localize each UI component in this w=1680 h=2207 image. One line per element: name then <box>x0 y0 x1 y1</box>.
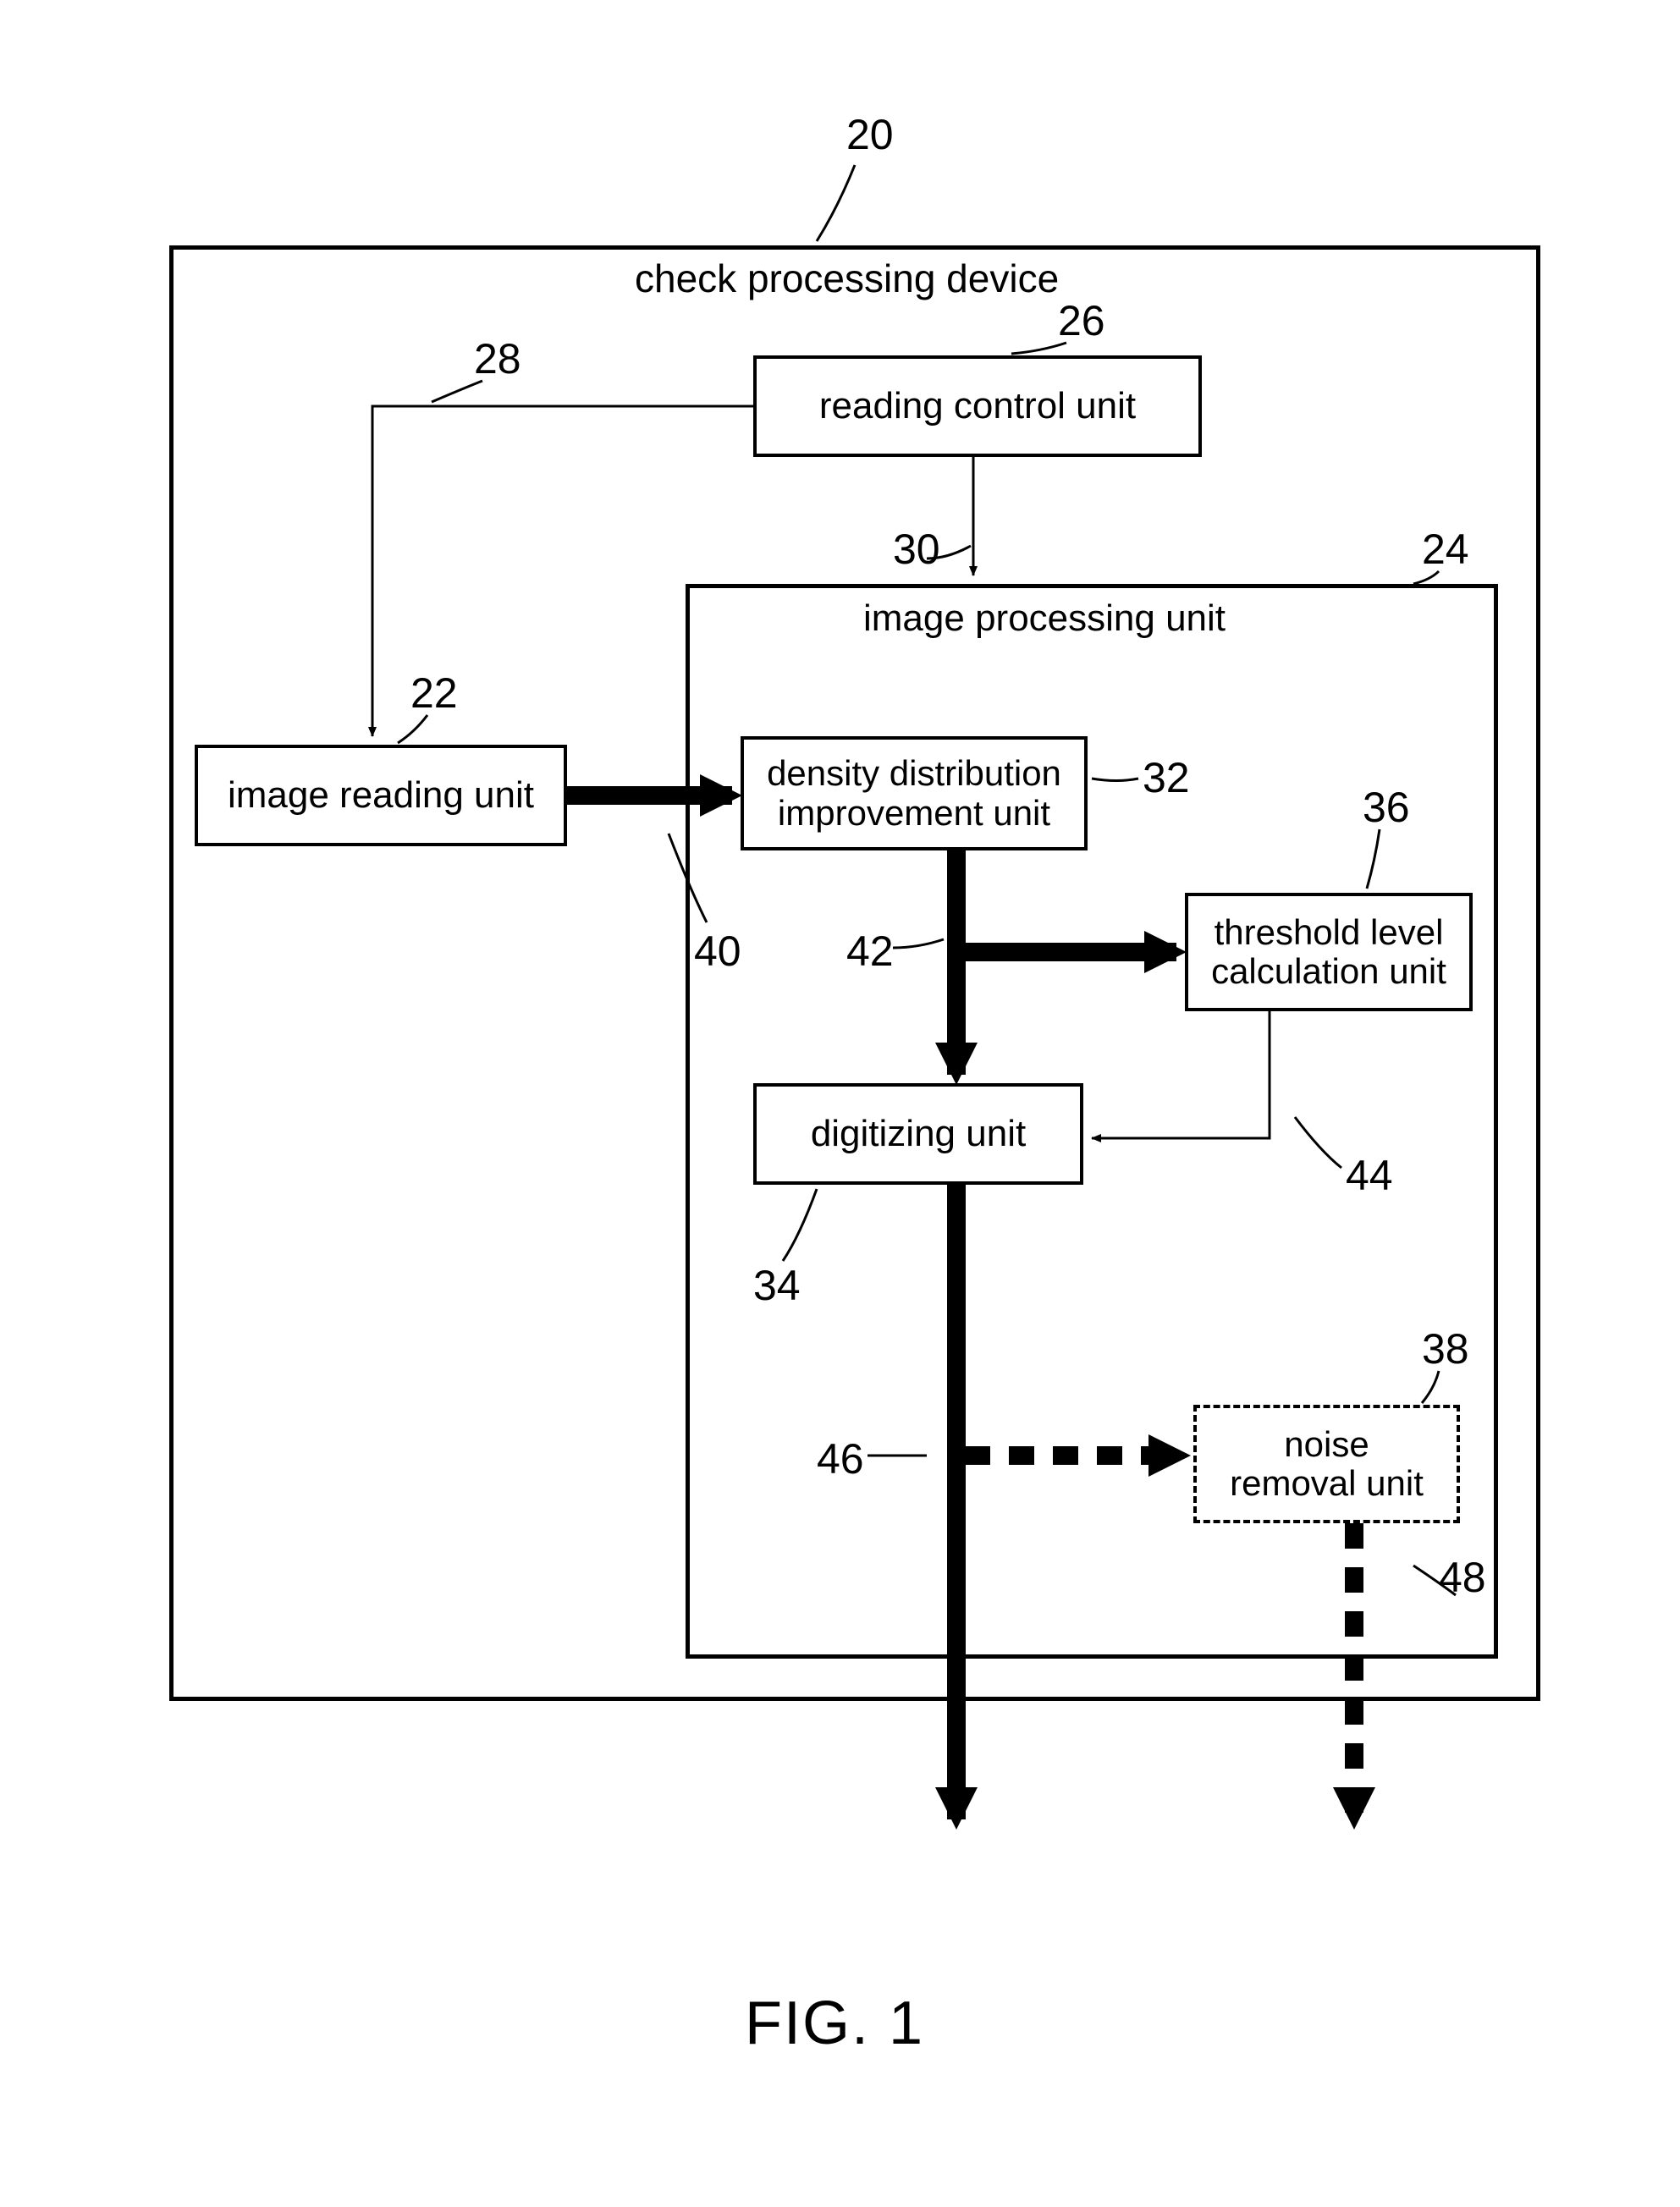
ref-32: 32 <box>1143 753 1190 802</box>
ref-26: 26 <box>1058 296 1105 345</box>
ref-34: 34 <box>753 1261 801 1310</box>
figure-caption: FIG. 1 <box>745 1989 924 2058</box>
ref-30: 30 <box>893 525 940 574</box>
density-box: density distribution improvement unit <box>741 736 1088 850</box>
image-reading-box: image reading unit <box>195 745 567 846</box>
image-reading-text: image reading unit <box>228 774 534 817</box>
ref-36: 36 <box>1363 783 1410 832</box>
ref-42: 42 <box>846 927 894 976</box>
diagram-canvas: check processing device image processing… <box>0 0 1680 2207</box>
ref-48: 48 <box>1439 1553 1486 1602</box>
ref-44: 44 <box>1346 1151 1393 1200</box>
ref-46: 46 <box>817 1434 864 1483</box>
density-text-2: improvement unit <box>778 794 1050 833</box>
inner-processing-label: image processing unit <box>863 597 1226 640</box>
digitizing-text: digitizing unit <box>811 1113 1026 1155</box>
outer-device-label: check processing device <box>635 256 1059 301</box>
noise-text-2: removal unit <box>1230 1464 1424 1503</box>
ref-20: 20 <box>846 110 894 159</box>
noise-box: noise removal unit <box>1193 1405 1460 1523</box>
ref-40: 40 <box>694 927 741 976</box>
threshold-text-1: threshold level <box>1215 913 1444 952</box>
ref-28: 28 <box>474 334 521 383</box>
noise-text-1: noise <box>1284 1425 1369 1464</box>
reading-control-text: reading control unit <box>819 385 1136 427</box>
reading-control-box: reading control unit <box>753 355 1202 457</box>
ref-22: 22 <box>410 669 458 718</box>
density-text-1: density distribution <box>767 754 1061 793</box>
threshold-box: threshold level calculation unit <box>1185 893 1473 1011</box>
ref-24: 24 <box>1422 525 1469 574</box>
digitizing-box: digitizing unit <box>753 1083 1083 1185</box>
threshold-text-2: calculation unit <box>1211 952 1446 991</box>
ref-38: 38 <box>1422 1324 1469 1373</box>
